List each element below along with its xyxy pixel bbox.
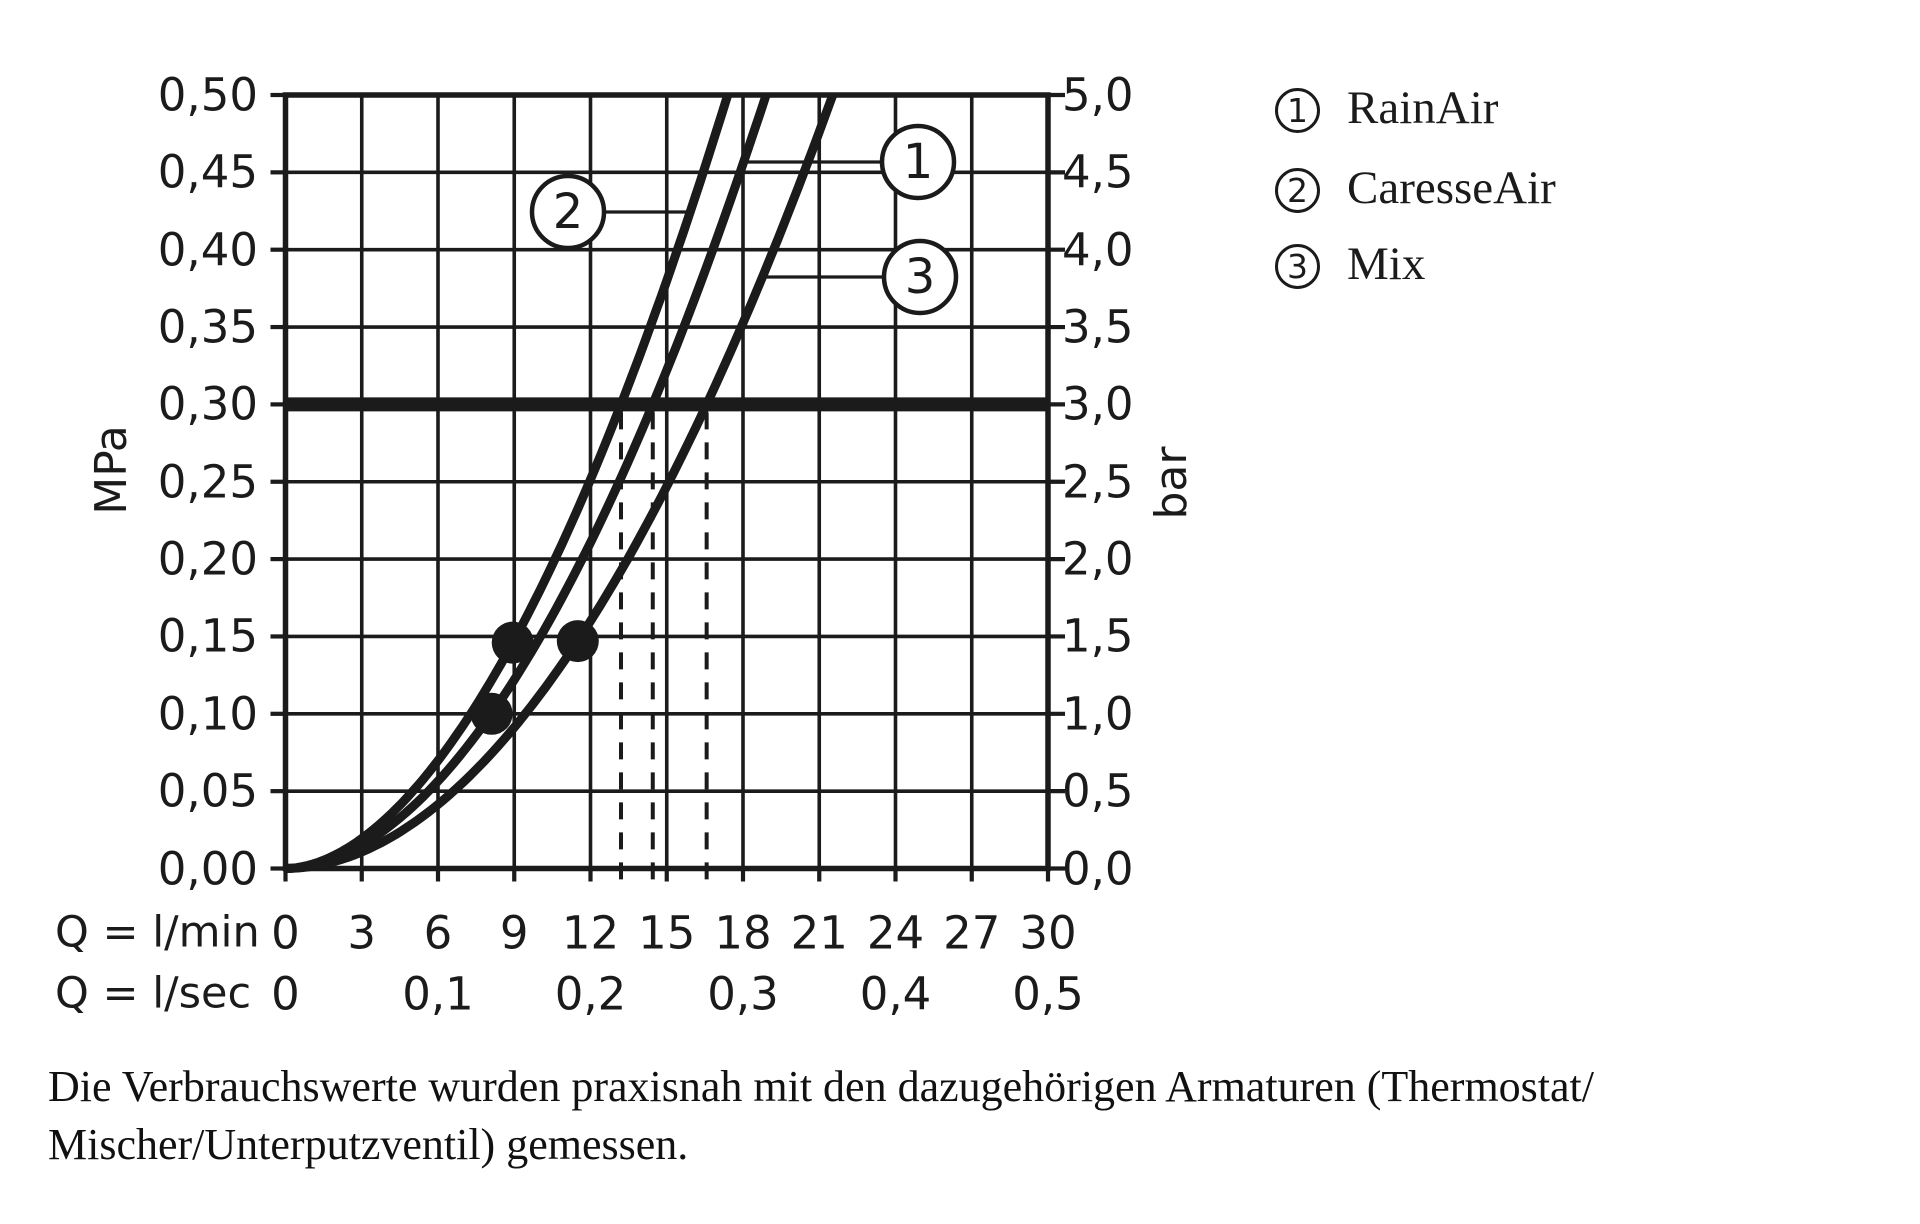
x-lmin-tick-label: 15 [638,906,696,960]
y-right-tick-label: 0,5 [1062,764,1134,818]
y-left-tick-label: 0,35 [157,300,258,354]
y-left-tick-label: 0,45 [157,145,258,199]
y-left-unit-label: MPa [86,425,137,515]
legend-label-caresseair: CaresseAir [1347,161,1556,214]
data-dot-mix [556,620,599,663]
x-axis-lsec-label: Q = l/sec [55,968,252,1019]
y-left-tick-label: 0,10 [157,687,258,741]
y-right-tick-label: 4,5 [1062,145,1134,199]
x-lmin-tick-label: 30 [1019,906,1077,960]
x-lmin-tick-label: 21 [790,906,848,960]
callout-circle-3 [881,238,959,316]
data-dot-rainair [470,692,513,735]
callout-number-2: 2 [553,184,584,240]
x-lsec-tick-label: 0,2 [554,967,627,1021]
curve-mix [285,93,838,873]
curve-rainair [285,93,771,873]
x-lmin-tick-label: 9 [499,906,529,960]
caption: Die Verbrauchswerte wurden praxisnah mit… [48,1058,1594,1174]
y-left-tick-label: 0,00 [157,842,258,895]
x-lsec-tick-label: 0,4 [859,967,932,1021]
y-right-tick-label: 2,5 [1062,455,1134,509]
caption-line-2: Mischer/Unterputzventil) gemessen. [48,1120,689,1169]
x-lsec-tick-label: 0,1 [402,967,474,1021]
y-right-tick-label: 5,0 [1062,68,1134,122]
legend-item-mix: 3 Mix [1275,237,1426,290]
x-lsec-tick-label: 0,3 [707,967,779,1021]
y-right-tick-label: 1,5 [1062,609,1134,663]
y-left-tick-label: 0,20 [157,532,258,586]
y-right-tick-label: 0,0 [1062,842,1134,895]
x-lmin-tick-label: 3 [347,906,377,960]
y-left-tick-label: 0,40 [157,223,258,277]
legend-label-mix: Mix [1347,237,1426,290]
y-left-tick-label: 0,25 [157,455,258,509]
legend-number-2-icon: 2 [1275,167,1320,213]
x-lmin-tick-label: 6 [423,906,453,960]
callout-number-1: 1 [903,134,934,190]
y-left-tick-label: 0,05 [157,764,258,818]
legend-number-3-icon: 3 [1275,243,1320,289]
y-left-tick-label: 0,30 [157,377,258,431]
data-dot-caresseair [491,621,534,664]
x-lmin-tick-label: 27 [943,906,1001,960]
x-lmin-tick-label: 18 [714,906,772,960]
legend-item-caresseair: 2 CaresseAir [1275,161,1556,214]
y-right-tick-label: 4,0 [1062,223,1134,277]
x-lmin-tick-label: 24 [866,906,925,960]
y-right-tick-label: 2,0 [1062,532,1134,586]
x-lsec-tick-label: 0 [271,967,300,1021]
x-axis-lmin-label: Q = l/min [55,907,260,958]
callout-number-3: 3 [905,249,936,305]
y-right-tick-label: 1,0 [1062,687,1134,741]
y-right-unit-label: bar [1146,446,1197,520]
caption-line-1: Die Verbrauchswerte wurden praxisnah mit… [48,1062,1594,1111]
y-left-tick-label: 0,15 [157,609,258,663]
x-lmin-tick-label: 0 [271,906,300,960]
legend-number-1-icon: 1 [1275,87,1320,133]
y-right-tick-label: 3,0 [1062,377,1134,431]
legend-label-rainair: RainAir [1347,81,1499,134]
x-lmin-tick-label: 12 [561,906,620,960]
y-left-tick-label: 0,50 [157,68,258,122]
x-lsec-tick-label: 0,5 [1012,967,1084,1021]
callout-circle-1 [879,123,957,201]
y-right-tick-label: 3,5 [1062,300,1134,354]
legend-item-rainair: 1 RainAir [1275,81,1499,134]
callout-circle-2 [529,173,607,251]
